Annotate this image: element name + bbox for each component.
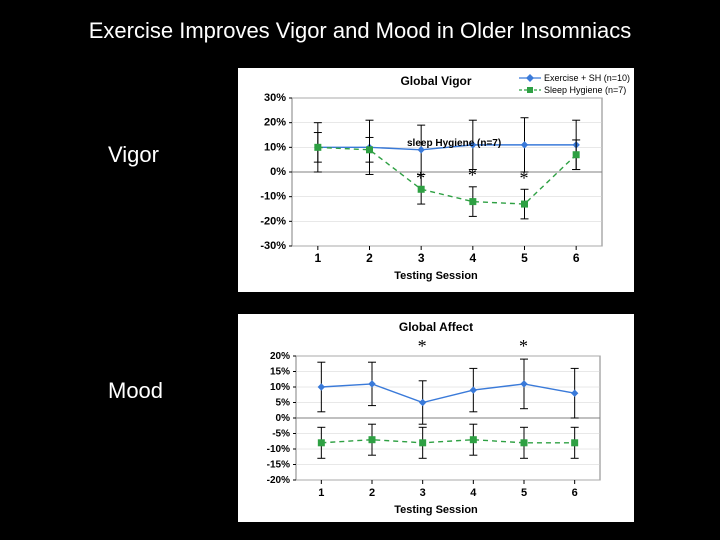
svg-text:-30%: -30% — [260, 240, 286, 252]
chart2-xlabel: Testing Session — [238, 504, 634, 516]
svg-text:5: 5 — [521, 251, 528, 265]
slide-root: Exercise Improves Vigor and Mood in Olde… — [0, 0, 720, 540]
svg-text:0%: 0% — [270, 166, 286, 178]
svg-text:4: 4 — [469, 251, 476, 265]
svg-text:6: 6 — [572, 487, 578, 499]
svg-text:6: 6 — [573, 251, 580, 265]
significance-star: * — [520, 168, 529, 189]
svg-text:1: 1 — [318, 487, 324, 499]
svg-text:20%: 20% — [264, 117, 286, 129]
svg-text:5%: 5% — [276, 398, 291, 409]
significance-star: * — [416, 168, 425, 189]
chart-global-affect: Global Affect 20%15%10%5%0%-5%-10%-15%-2… — [238, 314, 634, 522]
svg-text:-10%: -10% — [267, 444, 290, 455]
svg-text:3: 3 — [420, 487, 426, 499]
svg-text:-20%: -20% — [260, 215, 286, 227]
slide-title: Exercise Improves Vigor and Mood in Olde… — [0, 18, 720, 44]
chart1-plot: 30% 20% 10% 0% -10% -20% -30% 1 2 3 4 5 6 — [238, 68, 634, 292]
chart-global-vigor: Global Vigor Exercise + SH (n=10) Sleep … — [238, 68, 634, 292]
svg-text:5: 5 — [521, 487, 527, 499]
svg-text:3: 3 — [418, 251, 425, 265]
side-label-mood: Mood — [108, 378, 163, 404]
svg-text:-20%: -20% — [267, 475, 290, 486]
svg-text:-5%: -5% — [272, 429, 290, 440]
svg-text:2: 2 — [369, 487, 375, 499]
svg-text:4: 4 — [470, 487, 477, 499]
svg-text:10%: 10% — [264, 141, 286, 153]
svg-text:30%: 30% — [264, 92, 286, 104]
svg-text:1: 1 — [314, 251, 321, 265]
significance-star: * — [519, 336, 528, 357]
svg-text:-15%: -15% — [267, 460, 290, 471]
chart1-xlabel: Testing Session — [238, 270, 634, 282]
svg-text:15%: 15% — [270, 367, 290, 378]
chart2-plot: 20% 15% 10% 5% 0% -5% -10% -15% -20% 1 2 3 4 5 6 — [238, 314, 634, 522]
significance-star: * — [418, 336, 427, 357]
svg-text:20%: 20% — [270, 351, 290, 362]
svg-text:0%: 0% — [276, 413, 291, 424]
svg-text:2: 2 — [366, 251, 373, 265]
chart1-note: sleep Hygiene (n=7) — [407, 138, 501, 149]
svg-text:10%: 10% — [270, 382, 290, 393]
side-label-vigor: Vigor — [108, 142, 159, 168]
svg-text:-10%: -10% — [260, 191, 286, 203]
significance-star: * — [468, 165, 477, 186]
